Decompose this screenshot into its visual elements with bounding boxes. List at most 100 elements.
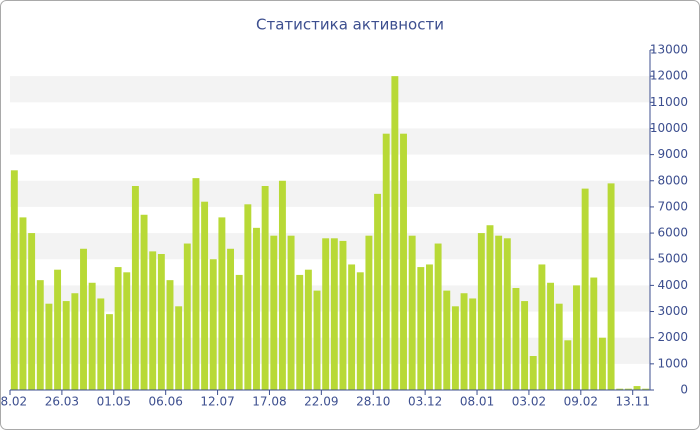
bar (339, 240, 347, 390)
x-tick-label: 01.05 (97, 395, 131, 409)
bar (642, 388, 650, 390)
x-tick-label: 17.08 (252, 395, 286, 409)
bar (192, 178, 200, 390)
bar (564, 340, 572, 390)
x-tick-label: 03.12 (408, 395, 442, 409)
y-tick-label: 12000 (650, 69, 688, 83)
bar (434, 243, 442, 390)
bar (529, 356, 537, 390)
bar (555, 303, 563, 390)
bar (313, 290, 321, 390)
bar (356, 272, 364, 390)
bar (547, 282, 554, 390)
x-tick-label: 22.09 (304, 395, 338, 409)
bar (114, 267, 122, 390)
y-tick-label: 7000 (657, 199, 688, 213)
y-tick-label: 10000 (650, 121, 688, 135)
bar (469, 298, 477, 390)
bar (486, 225, 494, 390)
bar (45, 303, 53, 390)
bar (54, 269, 62, 390)
bar (183, 243, 191, 390)
bar (426, 264, 433, 390)
bar (166, 280, 174, 390)
bar (209, 259, 217, 390)
bar (538, 264, 546, 390)
bar (616, 388, 624, 390)
bar (88, 282, 96, 390)
bar (598, 337, 606, 390)
bar (227, 248, 234, 390)
bar (218, 217, 226, 390)
bar (36, 280, 44, 390)
grid-band (10, 233, 650, 260)
bar (322, 238, 330, 390)
bar (607, 183, 615, 390)
x-tick-label: 13.11 (616, 395, 650, 409)
bar (624, 388, 632, 390)
bar (512, 288, 520, 390)
bar (157, 254, 165, 390)
bar (443, 290, 451, 390)
bar (581, 188, 589, 390)
bar (28, 233, 36, 390)
bar (140, 214, 148, 390)
y-tick-label: 5000 (657, 252, 688, 266)
y-tick-label: 11000 (650, 95, 688, 109)
grid-band (10, 128, 650, 155)
bar (374, 193, 382, 390)
bar (503, 238, 511, 390)
bar (304, 269, 312, 390)
y-tick-label: 1000 (657, 356, 688, 370)
bar (201, 201, 209, 390)
y-tick-label: 3000 (657, 304, 688, 318)
y-tick-label: 13000 (650, 43, 688, 57)
bar (495, 235, 503, 390)
bar (123, 272, 131, 390)
bar (131, 186, 139, 390)
bar (287, 235, 295, 390)
bar (270, 235, 278, 390)
bar (80, 248, 87, 390)
y-tick-label: 8000 (657, 173, 688, 187)
bar (149, 251, 157, 390)
bar (348, 264, 356, 390)
bar (10, 170, 18, 390)
grid-band (10, 180, 650, 207)
bar (244, 204, 252, 390)
bar (633, 386, 641, 390)
bar (106, 314, 113, 390)
bar (400, 133, 407, 390)
y-tick-label: 4000 (657, 278, 688, 292)
x-tick-label: 03.02 (512, 395, 546, 409)
chart-title: Статистика активности (256, 16, 444, 34)
bar (330, 238, 338, 390)
bar (391, 76, 399, 391)
bar (296, 274, 304, 390)
x-tick-label: 12.07 (200, 395, 234, 409)
grid-band (10, 76, 650, 103)
bar (71, 293, 79, 390)
bar (460, 293, 468, 390)
bar (477, 233, 485, 390)
bar (451, 306, 459, 390)
bar (261, 186, 269, 390)
bar (382, 133, 390, 390)
bar (253, 227, 260, 390)
x-tick-label: 09.02 (564, 395, 598, 409)
bar (590, 277, 598, 390)
bar (235, 274, 243, 390)
bar (97, 298, 105, 390)
bar (417, 267, 425, 390)
x-tick-label: 08.01 (460, 395, 494, 409)
bar (278, 180, 286, 390)
y-tick-label: 2000 (657, 330, 688, 344)
y-tick-label: 0 (680, 383, 688, 397)
x-tick-label: 06.06 (148, 395, 182, 409)
bar (573, 285, 580, 390)
bar (365, 235, 373, 390)
bar (408, 235, 416, 390)
x-tick-label: 18.02 (0, 395, 27, 409)
bar (62, 301, 70, 390)
